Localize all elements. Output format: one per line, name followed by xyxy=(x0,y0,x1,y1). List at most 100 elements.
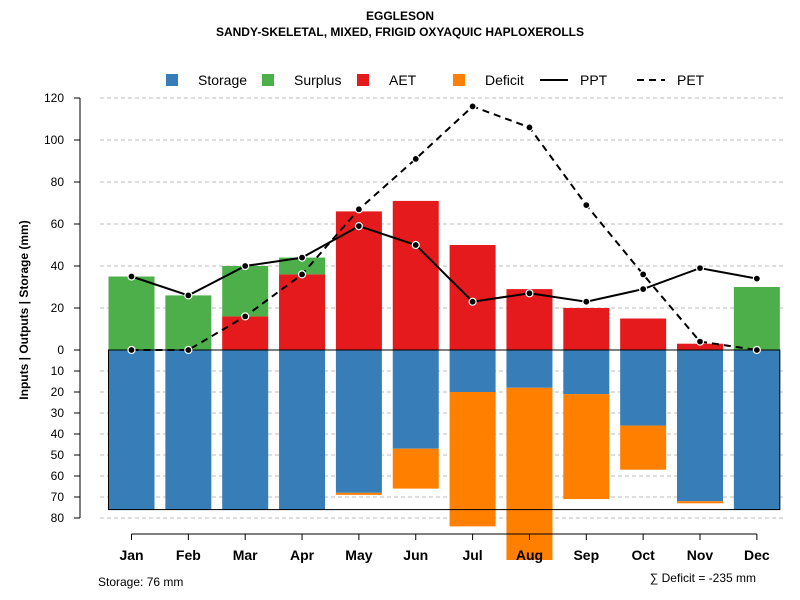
pet-line-point xyxy=(411,154,420,163)
storage-bar xyxy=(506,350,553,388)
x-tick-label: Aug xyxy=(516,547,543,563)
storage-bar xyxy=(733,350,780,510)
ppt-line-point xyxy=(695,264,705,273)
ppt-line-point xyxy=(639,285,648,294)
lines xyxy=(127,102,761,355)
legend-label-storage: Storage xyxy=(198,72,247,88)
deficit-bar xyxy=(677,501,723,504)
pet-line-point xyxy=(752,345,761,355)
chart-subtitle: SANDY-SKELETAL, MIXED, FRIGID OXYAQUIC H… xyxy=(216,25,584,39)
aet-bar xyxy=(392,200,439,350)
pet-line xyxy=(131,105,757,351)
storage-bar xyxy=(108,350,155,510)
storage-bar xyxy=(620,350,667,426)
deficit-bar xyxy=(335,492,382,495)
ppt-line-point xyxy=(297,253,307,262)
pet-line-point xyxy=(695,337,705,346)
surplus-bar xyxy=(733,287,780,350)
pet-line-point xyxy=(582,201,591,210)
y-tick-label: 100 xyxy=(44,133,64,147)
x-tick-label: Jul xyxy=(462,547,482,563)
ppt-line-point xyxy=(127,272,136,281)
ppt-line xyxy=(131,225,758,303)
legend-label-ppt: PPT xyxy=(580,72,608,88)
y-tick-label: 70 xyxy=(51,490,65,504)
storage-annotation: Storage: 76 mm xyxy=(98,575,183,589)
legend-swatch-deficit xyxy=(453,74,465,86)
storage-bar xyxy=(335,350,382,493)
aet-bar xyxy=(222,316,269,350)
y-tick-label: 80 xyxy=(51,511,65,525)
deficit-bar xyxy=(563,394,610,500)
x-tick-label: Sep xyxy=(573,547,599,563)
storage-bar xyxy=(279,350,326,510)
y-tick-label: 120 xyxy=(44,91,64,105)
bars xyxy=(108,200,781,560)
x-tick-label: Mar xyxy=(233,547,258,563)
aet-bar xyxy=(563,308,610,350)
aet-bar xyxy=(620,318,667,350)
deficit-bar xyxy=(449,392,496,527)
storage-bar xyxy=(392,350,439,449)
y-tick-label: 60 xyxy=(51,217,65,231)
axes: 120 100 80 60 40 20 0 10 20 30 40 50 60 70 80 Jan Feb Mar… xyxy=(44,91,770,563)
deficit-annotation: ∑ Deficit = -235 mm xyxy=(650,571,756,585)
ppt-line-point xyxy=(752,274,761,283)
pet-line-point xyxy=(241,312,250,321)
pet-line-point xyxy=(639,270,648,279)
ppt-line-point xyxy=(354,222,363,231)
aet-bar xyxy=(279,274,326,350)
ppt-line-point xyxy=(184,291,193,300)
y-tick-label: 0 xyxy=(57,343,64,357)
y-tick-label: 10 xyxy=(51,364,65,378)
y-tick-label: 50 xyxy=(51,448,65,462)
y-tick-label: 40 xyxy=(51,259,65,273)
legend-label-surplus: Surplus xyxy=(294,72,341,88)
legend-swatch-aet xyxy=(357,74,369,86)
storage-bar xyxy=(165,350,212,510)
aet-bar xyxy=(506,289,553,350)
storage-bar xyxy=(677,350,723,502)
x-tick-label: Feb xyxy=(176,547,201,563)
pet-line-point xyxy=(127,345,136,355)
pet-line-point xyxy=(354,205,363,214)
x-tick-label: Oct xyxy=(631,547,655,563)
legend-label-deficit: Deficit xyxy=(485,72,524,88)
aet-bar xyxy=(449,245,496,350)
x-tick-label: Apr xyxy=(290,547,315,563)
y-tick-label: 40 xyxy=(51,427,65,441)
legend-label-pet: PET xyxy=(677,72,705,88)
storage-bar xyxy=(222,350,269,510)
y-tick-label: 20 xyxy=(51,301,65,315)
x-tick-label: Dec xyxy=(744,547,770,563)
pet-line-point xyxy=(297,270,307,279)
storage-bar xyxy=(449,350,496,392)
deficit-bar xyxy=(620,425,667,470)
storage-bar xyxy=(563,350,610,395)
pet-line-point xyxy=(468,102,477,111)
pet-line-point xyxy=(525,123,534,132)
y-tick-label: 60 xyxy=(51,469,65,483)
aet-bar xyxy=(677,343,723,350)
legend-label-aet: AET xyxy=(389,72,417,88)
ppt-line-point xyxy=(241,261,250,271)
ppt-line-point xyxy=(468,297,477,306)
y-tick-label: 30 xyxy=(51,406,65,420)
x-tick-label: Jun xyxy=(403,547,428,563)
x-tick-label: May xyxy=(345,547,372,563)
legend: Storage Surplus AET Deficit PPT PET xyxy=(166,72,705,88)
legend-swatch-storage xyxy=(166,74,178,86)
ppt-line-point xyxy=(411,240,420,250)
y-tick-label: 20 xyxy=(51,385,65,399)
deficit-bar xyxy=(392,448,439,489)
legend-swatch-surplus xyxy=(262,74,274,86)
y-tick-label: 80 xyxy=(51,175,65,189)
ppt-line-point xyxy=(525,289,534,298)
ppt-line-point xyxy=(582,297,591,306)
surplus-bar xyxy=(165,295,212,350)
chart-title: EGGLESON xyxy=(366,9,434,23)
y-axis-label: Inputs | Outputs | Storage (mm) xyxy=(17,220,31,399)
pet-line-point xyxy=(184,345,193,355)
x-tick-label: Jan xyxy=(119,547,143,563)
